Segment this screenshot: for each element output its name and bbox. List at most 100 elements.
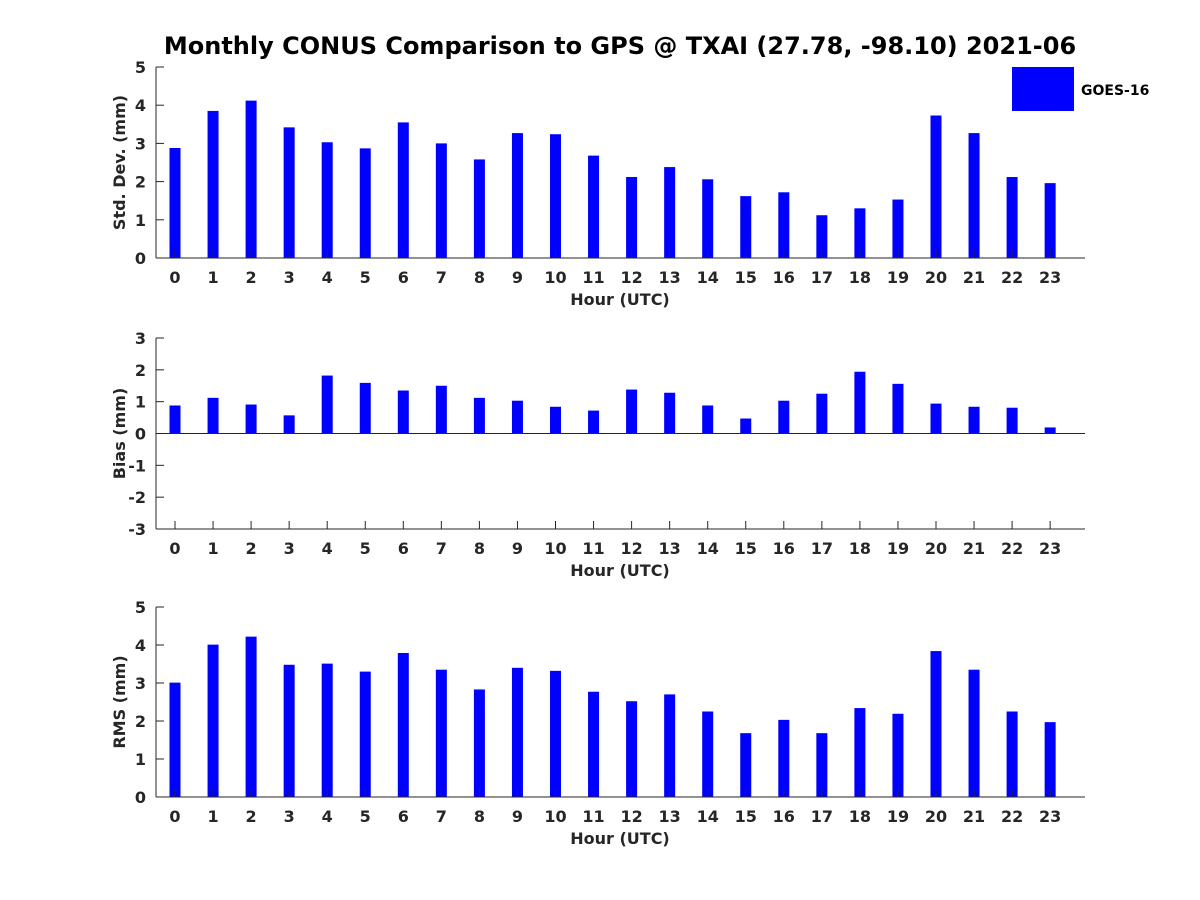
x-tick-label: 8: [474, 807, 485, 826]
bar-hour-0: [169, 147, 181, 258]
bar-hour-2: [245, 100, 257, 259]
x-tick-label: 1: [207, 268, 218, 287]
y-tick-label: 1: [135, 750, 146, 769]
bar-hour-20: [930, 115, 942, 258]
x-tick-label: 8: [474, 268, 485, 287]
bar-hour-13: [664, 694, 676, 797]
bar-hour-19: [892, 199, 904, 258]
bar-hour-18: [854, 708, 866, 797]
x-tick-label: 22: [1001, 539, 1023, 558]
bar-hour-14: [702, 711, 714, 797]
y-tick-label: 1: [135, 211, 146, 230]
bar-hour-3: [283, 664, 295, 797]
x-tick-label: 9: [512, 268, 523, 287]
x-tick-label: 0: [169, 807, 180, 826]
bar-hour-8: [473, 689, 485, 797]
bar-hour-12: [626, 701, 638, 797]
x-tick-label: 10: [544, 268, 566, 287]
x-axis-label: Hour (UTC): [570, 829, 670, 848]
x-tick-label: 4: [322, 807, 333, 826]
x-tick-label: 1: [207, 539, 218, 558]
x-tick-label: 2: [246, 539, 257, 558]
bar-hour-10: [550, 406, 561, 434]
bar-hour-13: [664, 392, 676, 434]
x-tick-label: 9: [512, 539, 523, 558]
x-tick-label: 11: [582, 807, 604, 826]
y-tick-label: 4: [135, 636, 146, 655]
bar-hour-23: [1044, 722, 1056, 797]
bar-hour-19: [892, 383, 904, 434]
x-tick-label: 5: [360, 539, 371, 558]
bar-hour-0: [169, 405, 181, 434]
x-tick-label: 17: [811, 807, 833, 826]
bar-hour-23: [1044, 427, 1056, 434]
y-tick-label: 2: [135, 712, 146, 731]
bar-hour-9: [511, 667, 523, 797]
bar-hour-4: [321, 375, 333, 434]
legend-swatch: [1012, 67, 1074, 111]
bar-hour-0: [169, 682, 181, 797]
x-tick-label: 6: [398, 268, 409, 287]
bar-hour-11: [588, 691, 600, 797]
y-tick-label: -1: [128, 456, 146, 475]
bar-hour-20: [930, 403, 942, 434]
x-tick-label: 0: [169, 539, 180, 558]
x-tick-label: 17: [811, 268, 833, 287]
bar-hour-21: [968, 133, 980, 258]
x-tick-label: 15: [735, 807, 757, 826]
bar-hour-6: [397, 652, 409, 797]
bar-hour-4: [321, 142, 333, 258]
bar-hour-14: [702, 179, 714, 258]
x-tick-label: 15: [735, 539, 757, 558]
bar-hour-4: [321, 663, 333, 797]
bar-hour-19: [892, 713, 904, 797]
legend-label: GOES-16: [1081, 83, 1149, 99]
bar-hour-15: [740, 196, 752, 258]
bar-hour-11: [588, 155, 600, 258]
x-tick-label: 19: [887, 807, 909, 826]
y-axis-label: Std. Dev. (mm): [110, 95, 129, 230]
x-tick-label: 0: [169, 268, 180, 287]
y-tick-label: 1: [135, 393, 146, 412]
x-tick-label: 10: [544, 539, 566, 558]
x-tick-label: 22: [1001, 268, 1023, 287]
bar-hour-2: [245, 636, 257, 797]
x-tick-label: 23: [1039, 268, 1061, 287]
x-tick-label: 23: [1039, 807, 1061, 826]
x-tick-label: 7: [436, 807, 447, 826]
x-tick-label: 16: [773, 539, 795, 558]
x-tick-label: 4: [322, 539, 333, 558]
x-tick-label: 12: [620, 539, 642, 558]
bar-hour-23: [1044, 183, 1056, 258]
y-tick-label: 0: [135, 425, 146, 444]
x-tick-label: 20: [925, 807, 947, 826]
x-tick-label: 11: [582, 268, 604, 287]
bar-hour-1: [207, 397, 219, 434]
x-tick-label: 6: [398, 807, 409, 826]
x-tick-label: 13: [659, 539, 681, 558]
x-tick-label: 21: [963, 807, 985, 826]
bar-hour-18: [854, 371, 866, 434]
x-tick-label: 15: [735, 268, 757, 287]
x-tick-label: 10: [544, 807, 566, 826]
bar-hour-8: [473, 397, 485, 434]
bar-hour-6: [397, 390, 409, 434]
bar-hour-16: [778, 719, 790, 797]
x-tick-label: 22: [1001, 807, 1023, 826]
x-axis-label: Hour (UTC): [570, 290, 670, 309]
y-tick-label: 2: [135, 361, 146, 380]
x-tick-label: 11: [582, 539, 604, 558]
y-tick-label: 5: [135, 598, 146, 617]
x-tick-label: 18: [849, 807, 871, 826]
x-tick-label: 4: [322, 268, 333, 287]
x-tick-label: 13: [659, 268, 681, 287]
y-tick-label: 5: [135, 58, 146, 77]
y-tick-label: 0: [135, 249, 146, 268]
bar-hour-16: [778, 400, 790, 434]
bar-hour-1: [207, 110, 219, 259]
bar-hour-9: [511, 400, 523, 434]
bar-hour-8: [473, 159, 485, 258]
